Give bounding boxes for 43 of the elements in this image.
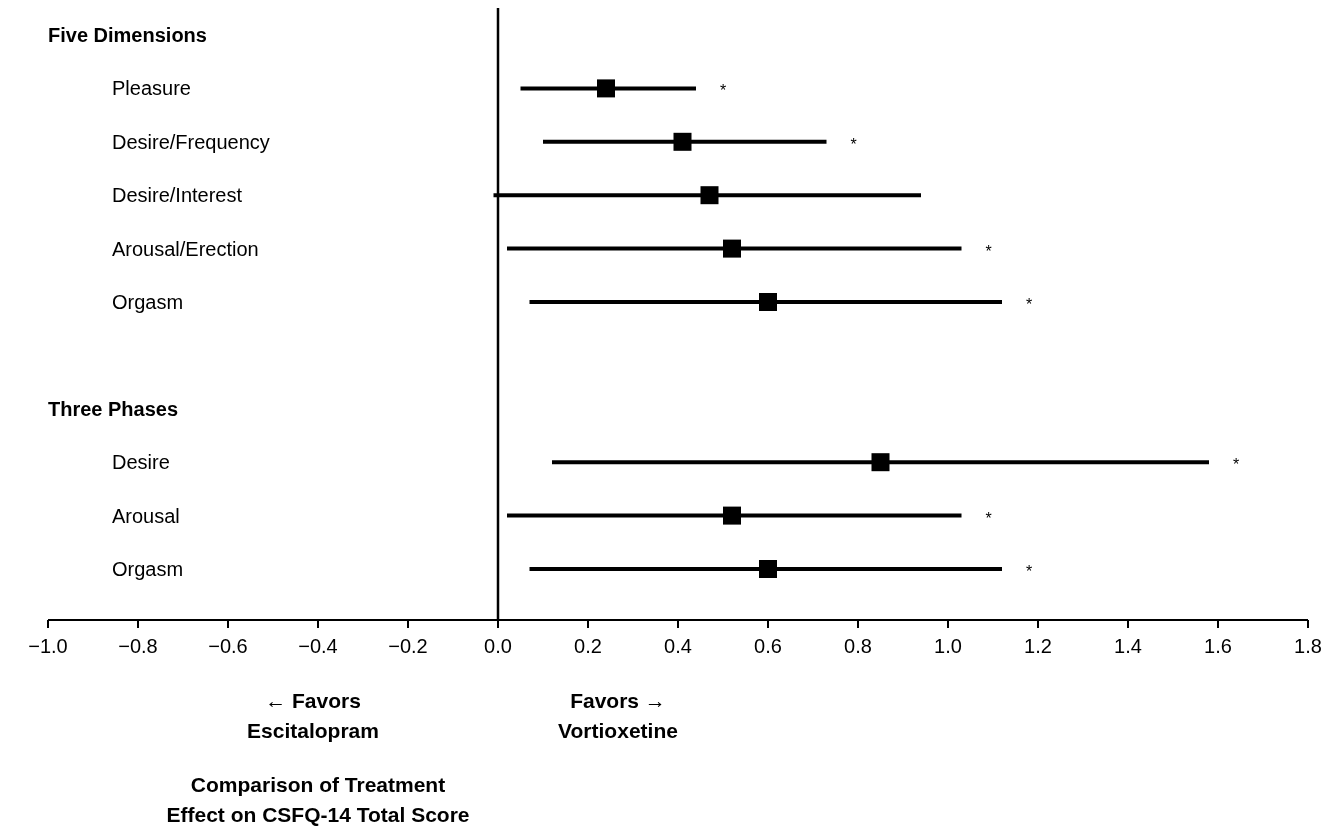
point bbox=[759, 560, 777, 578]
y-tick-label: Desire/Frequency bbox=[112, 130, 270, 153]
annotation: * bbox=[1025, 563, 1033, 580]
x-tick-label: −1.0 bbox=[28, 635, 68, 657]
x-tick-label: 0.2 bbox=[574, 635, 602, 657]
y-tick-label: Three Phases bbox=[48, 397, 179, 420]
x-tick-label: 1.6 bbox=[1204, 635, 1232, 657]
y-tick-label: Arousal/Erection bbox=[112, 237, 259, 260]
point bbox=[759, 293, 777, 311]
point bbox=[700, 186, 719, 205]
text: ← Favors Escitalopram bbox=[247, 689, 379, 742]
x-tick-label: 1.2 bbox=[1024, 635, 1052, 657]
x-tick-label: 1.0 bbox=[934, 635, 962, 657]
x-tick-label: −0.4 bbox=[298, 635, 338, 657]
point bbox=[871, 453, 890, 472]
x-tick-label: 0.0 bbox=[484, 635, 512, 657]
x-tick-label: 0.8 bbox=[844, 635, 872, 657]
point bbox=[723, 506, 741, 525]
annotation: * bbox=[985, 509, 992, 527]
y-tick-label: Orgasm bbox=[112, 558, 184, 580]
y-tick-label: Desire/Interest bbox=[112, 184, 243, 207]
y-tick-label: Five Dimensions bbox=[48, 24, 207, 46]
point bbox=[673, 132, 692, 151]
text: Comparison of Treatment Effect on CSFQ-14 Total Score bbox=[166, 773, 470, 826]
annotation: * bbox=[1025, 296, 1033, 313]
annotation: * bbox=[1232, 456, 1240, 474]
text: Favors → Vortioxetine bbox=[558, 689, 678, 742]
annotation: * bbox=[850, 135, 857, 153]
x-tick-label: 0.6 bbox=[754, 635, 782, 657]
annotation: * bbox=[719, 82, 727, 100]
x-tick-label: 0.4 bbox=[664, 635, 692, 657]
y-tick-label: Orgasm bbox=[112, 291, 184, 313]
x-tick-label: 1.8 bbox=[1294, 635, 1322, 657]
annotation: * bbox=[985, 242, 992, 260]
x-tick-label: −0.2 bbox=[388, 635, 428, 657]
point bbox=[723, 239, 741, 258]
x-tick-label: 1.4 bbox=[1114, 635, 1142, 657]
y-tick-label: Arousal bbox=[112, 504, 180, 527]
x-tick-label: −0.6 bbox=[208, 635, 248, 657]
x-tick-label: −0.8 bbox=[118, 635, 158, 657]
y-tick-label: Desire bbox=[112, 451, 170, 474]
point bbox=[597, 79, 615, 98]
y-tick-label: Pleasure bbox=[112, 77, 191, 100]
